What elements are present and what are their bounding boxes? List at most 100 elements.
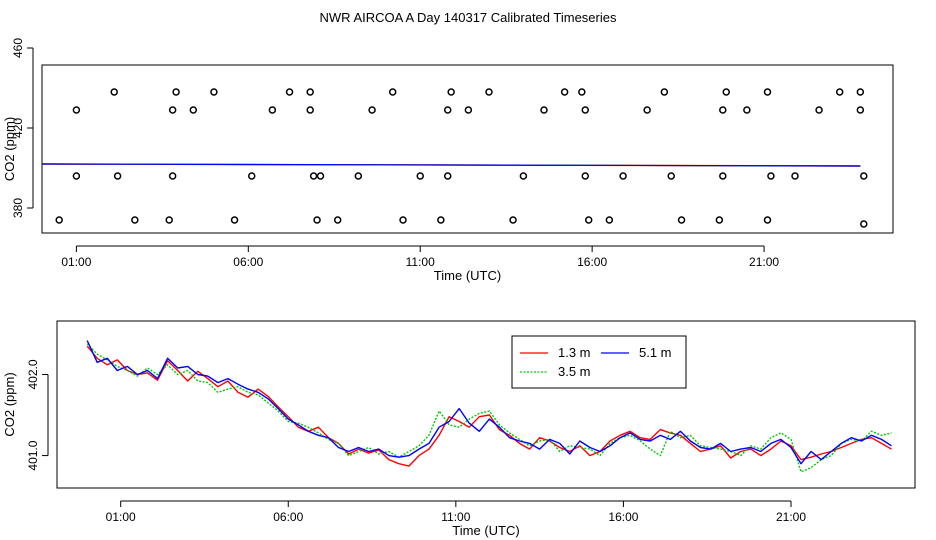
x-tick-label: 16:00 bbox=[608, 510, 638, 524]
top-x-axis: 01:00 06:00 11:00 16:00 21:00 bbox=[61, 245, 779, 269]
data-point bbox=[247, 172, 256, 180]
data-point bbox=[306, 106, 314, 114]
data-point bbox=[560, 88, 569, 96]
data-point bbox=[131, 216, 139, 224]
data-point bbox=[168, 106, 177, 114]
flat-line-blue bbox=[41, 163, 861, 167]
data-point bbox=[763, 88, 772, 96]
bottom-y-axis: 401.0 402.0 bbox=[26, 359, 49, 471]
x-tick-label: 21:00 bbox=[776, 510, 806, 524]
data-point bbox=[168, 172, 177, 180]
panel-top: 01:00 06:00 11:00 16:00 21:00 380 420 460 Time… bbox=[2, 38, 894, 283]
data-point bbox=[388, 88, 397, 96]
x-tick-label: 11:00 bbox=[441, 510, 470, 524]
legend-box bbox=[511, 335, 687, 389]
data-point bbox=[113, 172, 122, 180]
data-point bbox=[605, 216, 614, 224]
top-y-axis: 380 420 460 bbox=[11, 38, 34, 218]
x-tick-label: 06:00 bbox=[273, 510, 303, 524]
data-point bbox=[667, 172, 675, 180]
series-line-1-3-m bbox=[86, 345, 892, 467]
data-point bbox=[313, 216, 321, 224]
y-tick-label: 460 bbox=[11, 38, 25, 58]
data-point bbox=[210, 88, 218, 96]
bottom-marks bbox=[86, 340, 892, 473]
data-point bbox=[443, 172, 452, 180]
data-point bbox=[763, 216, 772, 224]
data-point bbox=[333, 216, 342, 224]
bottom-x-axis-label: Time (UTC) bbox=[452, 523, 519, 538]
y-tick-label: 401.0 bbox=[26, 440, 40, 470]
data-point bbox=[368, 106, 376, 114]
data-point bbox=[619, 172, 627, 180]
data-point bbox=[860, 172, 868, 180]
legend-label-5-1m: 5.1 m bbox=[639, 345, 672, 360]
x-tick-label: 16:00 bbox=[577, 255, 607, 269]
chart-title: NWR AIRCOA A Day 140317 Calibrated Times… bbox=[320, 10, 617, 25]
data-point bbox=[715, 216, 724, 224]
series-line-3-5-m bbox=[86, 343, 892, 473]
data-point bbox=[55, 216, 63, 224]
data-point bbox=[72, 106, 81, 114]
series-line-5-1-m bbox=[86, 340, 892, 465]
data-point bbox=[519, 172, 528, 180]
data-point bbox=[719, 106, 727, 114]
top-marks bbox=[41, 88, 868, 228]
legend: 1.3 m 3.5 m 5.1 m bbox=[511, 335, 687, 389]
panel-bottom: 01:00 06:00 11:00 16:00 21:00 401.0 402.0 Tim… bbox=[2, 320, 916, 538]
top-y-axis-label: CO2 (ppm) bbox=[2, 117, 17, 181]
data-point bbox=[306, 88, 314, 96]
x-tick-label: 01:00 bbox=[61, 255, 91, 269]
legend-label-3-5m: 3.5 m bbox=[558, 364, 591, 379]
x-tick-label: 21:00 bbox=[749, 255, 779, 269]
data-point bbox=[509, 216, 517, 224]
data-point bbox=[578, 88, 586, 96]
data-point bbox=[437, 216, 445, 224]
data-point bbox=[767, 172, 775, 180]
data-point bbox=[354, 172, 363, 180]
data-point bbox=[189, 106, 198, 114]
data-point bbox=[165, 216, 173, 224]
data-point bbox=[230, 216, 239, 224]
data-point bbox=[643, 106, 651, 114]
data-point bbox=[815, 106, 823, 114]
data-point bbox=[743, 106, 751, 114]
data-point bbox=[856, 88, 865, 96]
data-point bbox=[464, 106, 473, 114]
data-point bbox=[172, 88, 180, 96]
x-tick-label: 06:00 bbox=[233, 255, 263, 269]
data-point bbox=[110, 88, 118, 96]
data-point bbox=[443, 106, 452, 114]
data-point bbox=[660, 88, 669, 96]
data-point bbox=[719, 172, 727, 180]
data-point bbox=[835, 88, 844, 96]
data-point bbox=[309, 172, 318, 180]
x-tick-label: 11:00 bbox=[406, 255, 435, 269]
y-tick-label: 402.0 bbox=[26, 359, 40, 389]
data-point bbox=[584, 216, 593, 224]
y-tick-label: 380 bbox=[11, 198, 25, 218]
data-point bbox=[856, 106, 865, 114]
bottom-y-axis-label: CO2 (ppm) bbox=[2, 372, 17, 436]
data-point bbox=[540, 106, 548, 114]
data-point bbox=[285, 88, 294, 96]
data-point bbox=[316, 172, 325, 180]
data-point bbox=[447, 88, 455, 96]
data-point bbox=[791, 172, 799, 180]
y-tick-label: 420 bbox=[11, 118, 25, 138]
top-plot-frame bbox=[41, 64, 894, 234]
data-point bbox=[581, 106, 590, 114]
data-point bbox=[268, 106, 277, 114]
data-point bbox=[581, 172, 590, 180]
data-point bbox=[722, 88, 730, 96]
data-point bbox=[416, 172, 424, 180]
bottom-plot-frame bbox=[56, 320, 916, 489]
x-tick-label: 01:00 bbox=[106, 510, 136, 524]
top-x-axis-label: Time (UTC) bbox=[434, 268, 501, 283]
data-point bbox=[72, 172, 81, 180]
data-point bbox=[399, 216, 407, 224]
bottom-x-axis: 01:00 06:00 11:00 16:00 21:00 bbox=[106, 500, 806, 524]
data-point bbox=[860, 220, 868, 228]
